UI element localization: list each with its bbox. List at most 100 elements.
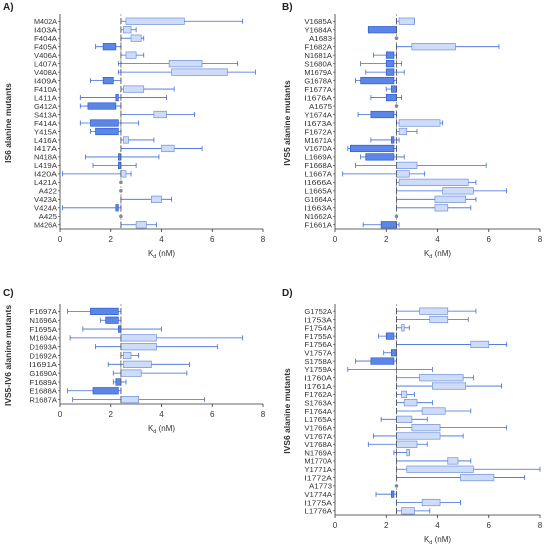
category-tick-label: V1774A	[304, 490, 332, 499]
y-axis-title: IVS6 alanine mutants	[282, 368, 292, 454]
category-tick-label: L1765A	[304, 415, 332, 424]
empty-marker	[394, 36, 399, 40]
category-tick-label: S1763A	[304, 398, 332, 407]
category-tick-label: L416A	[34, 136, 57, 145]
category-tick-label: V424A	[34, 204, 57, 213]
category-tick-label: R1687A	[29, 395, 57, 404]
box-upper	[123, 85, 145, 93]
category-tick-label: L419A	[34, 161, 57, 170]
category-tick-label: L1669A	[304, 153, 332, 162]
empty-marker	[394, 214, 399, 219]
category-tick-label: V1768A	[304, 440, 332, 449]
category-tick-label: V406A	[34, 51, 57, 60]
category-tick-label: F1682A	[304, 42, 332, 51]
category-tick-label: S1758A	[304, 357, 332, 366]
box-upper	[125, 51, 137, 59]
box-lower	[385, 68, 395, 76]
box-upper	[470, 340, 490, 349]
box-upper	[429, 315, 449, 324]
x-axis-title: Kd (nM)	[424, 249, 451, 260]
x-tick-label: 0	[333, 235, 338, 244]
box-lower	[385, 60, 395, 68]
category-tick-label: D1693A	[29, 342, 57, 351]
x-axis-title: Kd (nM)	[424, 535, 451, 546]
box-lower	[391, 349, 397, 357]
category-tick-label: I409A	[34, 76, 57, 85]
category-tick-label: F405A	[34, 42, 57, 51]
box-upper	[432, 382, 467, 390]
category-tick-label: I1760A	[304, 374, 332, 383]
x-axis-title: Kd (nM)	[148, 249, 175, 260]
x-tick-label: 8	[538, 521, 543, 530]
category-tick-label: G1678A	[304, 76, 332, 85]
category-tick-label: I1673A	[304, 119, 332, 128]
box-lower	[380, 221, 397, 229]
box-lower	[385, 332, 395, 340]
box-upper	[434, 204, 449, 212]
box-upper	[171, 68, 228, 76]
category-tick-label: Y1684A	[304, 26, 332, 35]
category-tick-label: F1764A	[304, 407, 332, 416]
x-tick-label: 0	[333, 521, 338, 530]
category-tick-label: F1697A	[29, 307, 57, 316]
category-tick-label: I420A	[34, 170, 57, 179]
category-tick-label: V1767A	[304, 432, 332, 441]
box-lower	[90, 119, 119, 127]
category-tick-label: F1762A	[304, 390, 332, 399]
category-tick-label: I1753A	[304, 315, 332, 324]
box-upper	[421, 407, 446, 415]
category-tick-label: F1689A	[29, 378, 57, 387]
box-lower	[95, 127, 119, 136]
category-tick-label: Y1674A	[304, 110, 332, 119]
category-tick-label: V408A	[34, 68, 57, 77]
x-tick-label: 0	[58, 410, 63, 419]
box-upper	[406, 465, 474, 473]
box-lower	[360, 76, 395, 85]
category-tick-label: V1670A	[304, 144, 332, 153]
category-tick-label: F1754A	[304, 324, 332, 333]
box-lower	[370, 357, 395, 365]
chart-panel-3: C) F1697AN1696AF1695AM1694AD1693AD1692AI1…	[3, 288, 266, 435]
box-upper	[434, 195, 467, 203]
box-lower	[90, 307, 119, 316]
x-tick-label: 2	[384, 235, 389, 244]
box-upper	[135, 221, 147, 229]
box-upper	[396, 161, 418, 169]
box-upper	[411, 43, 456, 51]
category-tick-label: I1775A	[304, 498, 332, 507]
box-lower	[115, 378, 122, 386]
category-tick-label: G412A	[34, 102, 57, 111]
box-upper	[120, 343, 157, 351]
x-tick-label: 6	[487, 521, 492, 530]
box-lower	[350, 144, 395, 153]
category-tick-label: I1772A	[304, 473, 332, 482]
category-tick-label: G1752A	[304, 307, 332, 316]
box-lower	[391, 136, 395, 144]
panel-label: D)	[282, 288, 293, 299]
category-tick-label: A1773	[309, 482, 332, 491]
category-tick-label: I417A	[34, 144, 57, 153]
box-upper	[120, 395, 140, 404]
box-upper	[398, 119, 441, 127]
x-tick-label: 6	[487, 235, 492, 244]
category-tick-label: I1666A	[304, 178, 332, 187]
empty-marker	[119, 189, 123, 193]
box-upper	[403, 399, 418, 407]
category-tick-label: G1664A	[304, 195, 332, 204]
category-tick-label: L1667A	[304, 170, 332, 179]
box-lower	[365, 153, 395, 161]
box-upper	[123, 351, 132, 360]
category-tick-label: F1677A	[304, 85, 332, 94]
x-axis-title: Kd (nM)	[148, 424, 175, 435]
box-lower	[102, 76, 114, 85]
box-lower	[115, 93, 119, 102]
y-axis-title: IVS5 alanine mutants	[282, 80, 292, 166]
box-upper	[396, 440, 418, 448]
box-upper	[398, 17, 415, 25]
box-upper	[168, 60, 203, 68]
box-upper	[123, 26, 132, 34]
category-tick-label: A422	[39, 187, 57, 196]
box-upper	[396, 170, 410, 178]
category-tick-label: M1770A	[304, 457, 332, 466]
box-upper	[419, 374, 464, 382]
